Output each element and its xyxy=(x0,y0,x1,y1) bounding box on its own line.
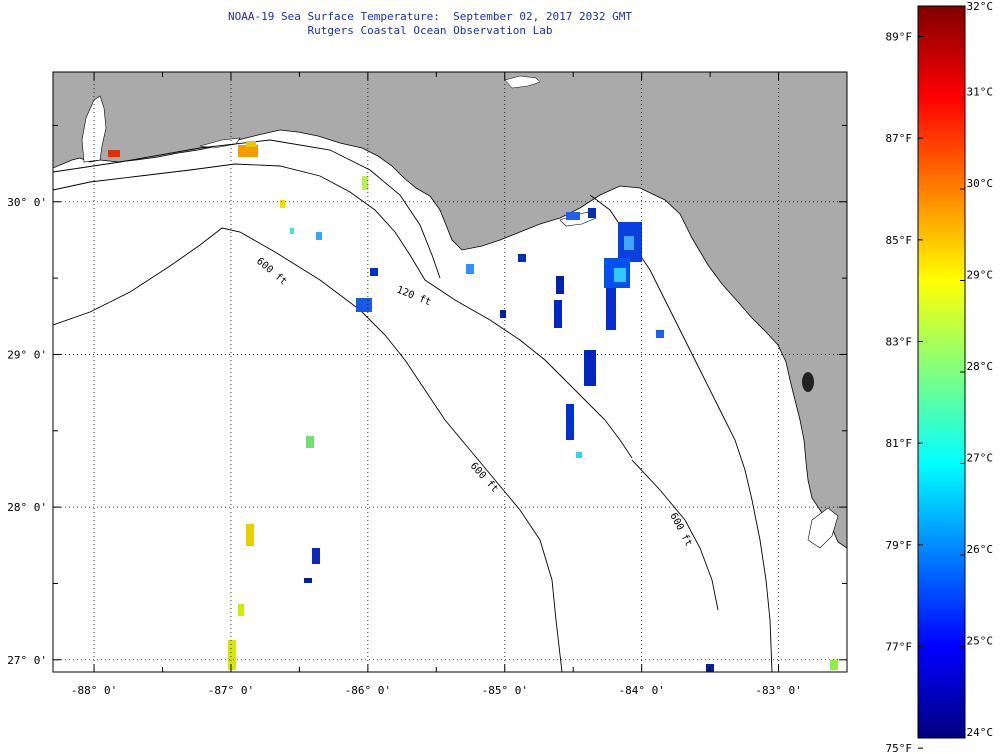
celsius-label: 26°C xyxy=(967,543,994,556)
fahrenheit-label: 79°F xyxy=(886,539,913,552)
fahrenheit-label: 85°F xyxy=(886,234,913,247)
isobath-shelf-east xyxy=(631,459,719,611)
lake-patch xyxy=(504,75,541,89)
map-frame xyxy=(52,71,848,673)
lat-label: 28° 0' xyxy=(7,501,47,514)
isobath-600ft-west xyxy=(53,227,563,672)
coastal-island xyxy=(802,372,814,392)
choctawhatchee-bay xyxy=(199,137,241,149)
lon-label: -88° 0' xyxy=(71,684,117,697)
lat-label: 30° 0' xyxy=(7,196,47,209)
lat-label: 27° 0' xyxy=(7,654,47,667)
tampa-bay xyxy=(807,507,839,549)
celsius-label: 27°C xyxy=(967,452,994,465)
title-line-1: NOAA-19 Sea Surface Temperature: Septemb… xyxy=(228,10,632,23)
lon-label: -86° 0' xyxy=(345,684,391,697)
map-title: NOAA-19 Sea Surface Temperature: Septemb… xyxy=(0,10,860,38)
colorbar xyxy=(917,5,966,739)
celsius-label: 29°C xyxy=(967,269,994,282)
lon-label: -87° 0' xyxy=(208,684,254,697)
lon-label: -84° 0' xyxy=(618,684,664,697)
sst-pixels xyxy=(108,141,838,672)
lat-label: 29° 0' xyxy=(7,348,47,361)
celsius-label: 32°C xyxy=(967,0,994,13)
fahrenheit-label: 75°F xyxy=(886,742,913,754)
frame-ticks xyxy=(53,72,847,672)
land-mass xyxy=(53,72,847,549)
celsius-label: 30°C xyxy=(967,177,994,190)
title-line-2: Rutgers Coastal Ocean Observation Lab xyxy=(307,24,553,37)
fahrenheit-label: 81°F xyxy=(886,437,913,450)
fahrenheit-label: 77°F xyxy=(886,641,913,654)
isobath-120ft xyxy=(53,163,633,459)
fahrenheit-label: 87°F xyxy=(886,132,913,145)
fahrenheit-label: 83°F xyxy=(886,336,913,349)
celsius-label: 28°C xyxy=(967,360,994,373)
celsius-label: 31°C xyxy=(967,86,994,99)
fahrenheit-label: 89°F xyxy=(886,31,913,44)
latitude-labels: 30° 0' 29° 0' 28° 0' 27° 0' xyxy=(7,196,47,667)
longitude-labels: -88° 0' -87° 0' -86° 0' -85° 0' -84° 0' -83° … xyxy=(71,684,802,697)
lon-label: -83° 0' xyxy=(755,684,801,697)
lon-label: -85° 0' xyxy=(482,684,528,697)
colorbar-celsius-labels: 32°C 31°C 30°C 29°C 28°C 27°C 26°C 25°C 24°C xyxy=(960,0,993,739)
celsius-label: 25°C xyxy=(967,635,994,648)
colorbar-fahrenheit-labels: 89°F 87°F 85°F 83°F 81°F 79°F 77°F 75°F xyxy=(886,31,923,754)
celsius-label: 24°C xyxy=(967,726,994,739)
graticule xyxy=(53,72,847,672)
isobath-coastal xyxy=(53,139,441,279)
